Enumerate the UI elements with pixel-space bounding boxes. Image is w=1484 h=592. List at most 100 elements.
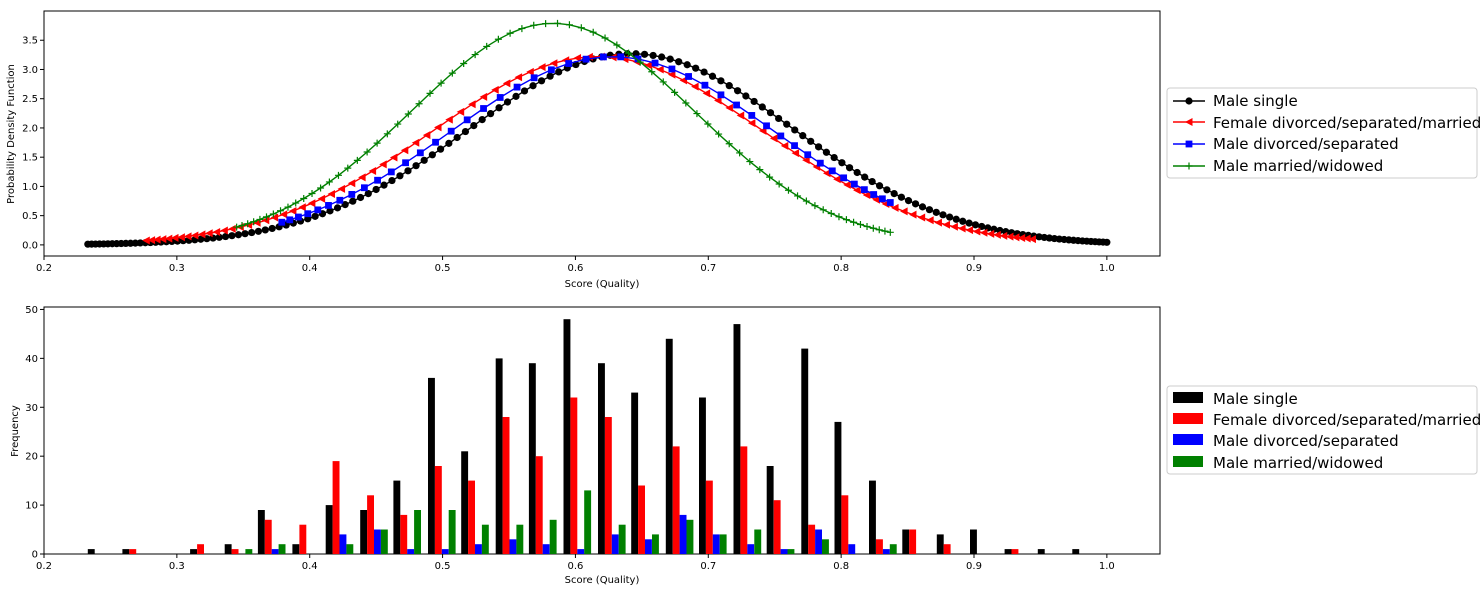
freq-bar	[665, 338, 673, 554]
pdf-point	[530, 74, 538, 82]
freq-bar	[264, 519, 272, 554]
pdf-point	[334, 171, 342, 179]
freq-bar	[231, 549, 239, 554]
pdf-point	[478, 116, 486, 124]
pdf-point	[278, 218, 286, 226]
freq-bar	[1011, 549, 1019, 554]
pdf-point	[526, 67, 534, 76]
pdf-point	[911, 200, 920, 208]
pdf-point	[1035, 233, 1043, 241]
freq-bar	[190, 549, 197, 554]
freq-bar	[380, 529, 388, 554]
freq-bar	[801, 348, 809, 554]
pdf-point	[958, 224, 966, 233]
pdf-point	[775, 114, 783, 123]
pdf-point	[840, 174, 848, 182]
pdf-point	[986, 229, 995, 238]
freq-bar	[367, 495, 374, 554]
pdf-point	[400, 146, 409, 155]
freq-bar	[584, 490, 592, 554]
freq-bar	[780, 549, 788, 554]
pdf-point	[934, 218, 942, 227]
freq-bar	[332, 461, 340, 554]
freq-bar	[705, 480, 713, 554]
pdf-point	[692, 64, 700, 72]
pdf-point	[448, 69, 456, 77]
pdf-point	[942, 220, 951, 229]
pdf-x-axis-label: Score (Quality)	[565, 279, 640, 290]
pdf-point	[1005, 232, 1014, 241]
pdf-point	[388, 176, 396, 185]
pdf-point	[460, 60, 468, 68]
pdf-point	[565, 21, 573, 29]
pdf-point	[147, 236, 156, 245]
pdf-point	[372, 185, 380, 194]
freq-bar	[549, 519, 557, 554]
freq-bar	[747, 544, 755, 554]
pdf-point	[623, 50, 632, 58]
freq-bar	[631, 392, 639, 554]
pdf-point	[971, 221, 980, 229]
y-tick-label: 10	[25, 501, 38, 512]
pdf-point	[828, 167, 836, 175]
pdf-point	[256, 215, 264, 223]
legend-swatch	[1173, 413, 1203, 424]
legend-swatch	[1173, 434, 1203, 445]
pdf-point	[784, 186, 792, 194]
freq-bar	[686, 519, 694, 554]
x-tick-label: 0.4	[302, 263, 318, 274]
pdf-point	[153, 235, 161, 244]
x-tick-label: 0.6	[567, 561, 583, 572]
pdf-point	[959, 217, 967, 225]
pdf-point	[447, 127, 455, 135]
y-tick-label: 0.0	[22, 240, 38, 251]
pdf-point	[197, 235, 205, 243]
freq-bar	[611, 534, 619, 554]
freq-bar	[876, 539, 883, 554]
freq-bar	[672, 446, 680, 554]
pdf-point	[353, 156, 361, 164]
pdf-point	[691, 82, 699, 91]
freq-bar	[787, 549, 795, 554]
pdf-point	[253, 218, 261, 227]
freq-bar	[509, 539, 517, 554]
pdf-point	[777, 132, 785, 140]
pdf-point	[380, 181, 388, 189]
pdf-point	[513, 83, 521, 91]
pdf-point	[220, 226, 228, 235]
x-tick-label: 0.9	[966, 561, 982, 572]
pdf-point	[717, 91, 725, 99]
pdf-point	[659, 78, 667, 86]
pdf-point	[437, 79, 445, 87]
pdf-point	[404, 167, 412, 175]
pdf-point	[542, 20, 550, 28]
pdf-point	[337, 184, 346, 193]
pdf-point	[415, 100, 423, 108]
pdf-point	[870, 191, 878, 198]
pdf-point	[471, 51, 479, 59]
pdf-point	[426, 89, 434, 97]
x-tick-label: 0.4	[302, 561, 318, 572]
pdf-point	[434, 123, 442, 132]
freq-bar	[197, 544, 204, 554]
pdf-point	[668, 65, 676, 73]
pdf-point	[856, 220, 864, 228]
pdf-point	[932, 208, 940, 216]
pdf-point	[747, 119, 756, 128]
pdf-point	[445, 139, 453, 147]
pdf-point	[875, 182, 884, 190]
pdf-point	[794, 192, 802, 200]
pdf-legend-label-male-ds: Male divorced/separated	[1213, 135, 1399, 153]
freq-bar	[292, 544, 300, 554]
freq-bar	[224, 544, 232, 554]
freq-bar	[652, 534, 659, 554]
x-tick-label: 0.9	[966, 263, 982, 274]
freq-bar	[604, 417, 612, 554]
pdf-point	[286, 216, 294, 224]
pdf-point	[270, 213, 279, 222]
legend-marker-key	[1185, 140, 1193, 148]
pdf-point	[295, 213, 302, 221]
pdf-point	[965, 219, 973, 227]
pdf-point	[268, 224, 276, 233]
freq-bar	[712, 534, 720, 554]
